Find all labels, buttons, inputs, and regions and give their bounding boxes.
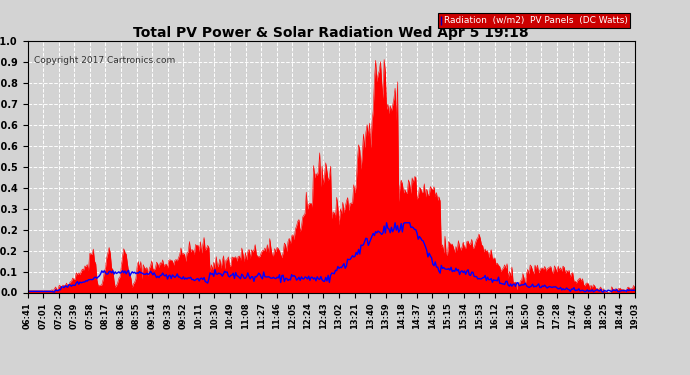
Legend: Radiation  (w/m2), PV Panels  (DC Watts): Radiation (w/m2), PV Panels (DC Watts) — [438, 13, 630, 28]
Text: Copyright 2017 Cartronics.com: Copyright 2017 Cartronics.com — [34, 56, 175, 65]
Title: Total PV Power & Solar Radiation Wed Apr 5 19:18: Total PV Power & Solar Radiation Wed Apr… — [133, 26, 529, 40]
